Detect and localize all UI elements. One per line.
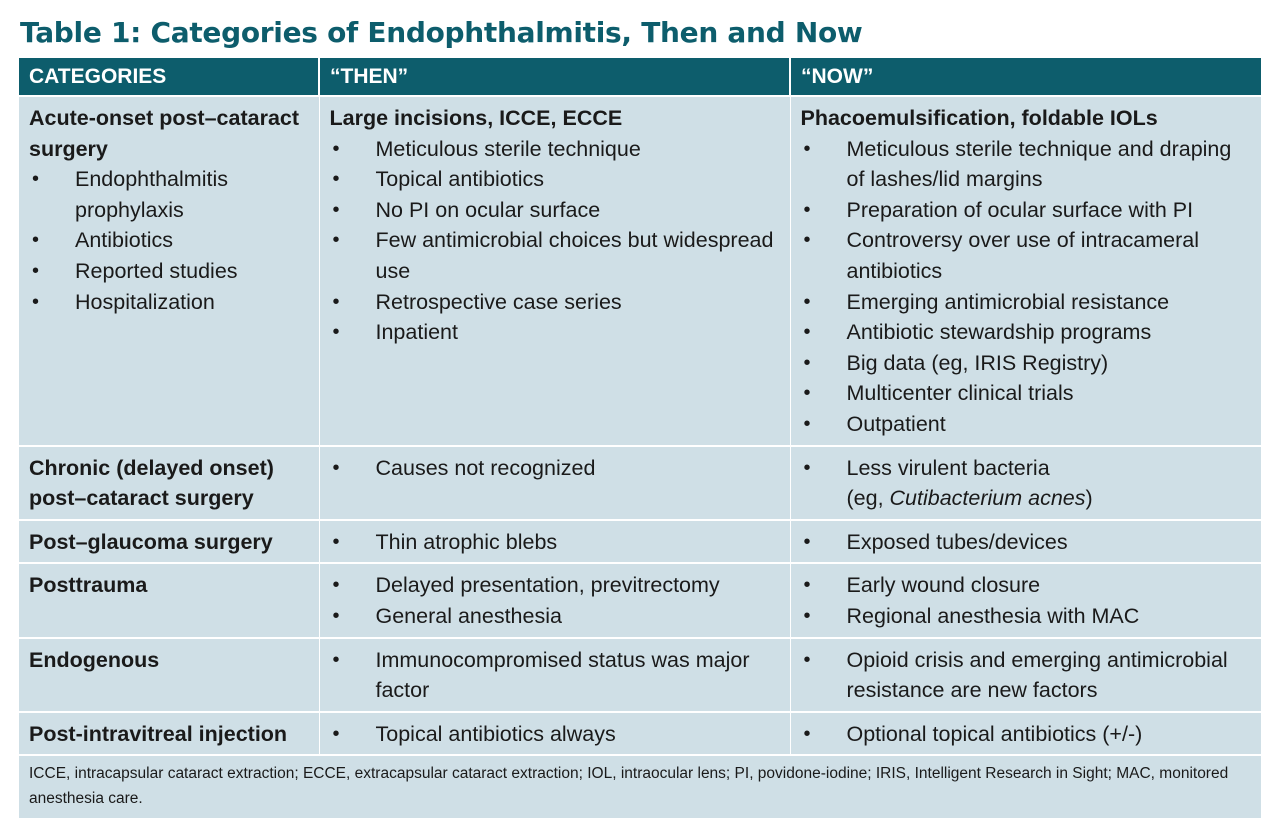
list-item: Topical antibiotics xyxy=(330,164,780,195)
category-cell: Post–glaucoma surgery xyxy=(19,518,319,564)
category-label: Post-intravitreal injection xyxy=(29,721,288,746)
list-item: Endophthalmitis prophylaxis xyxy=(29,164,309,225)
list-item-prefix: (eg, xyxy=(846,486,890,511)
list-item: General anesthesia xyxy=(330,601,780,632)
category-cell: Posttrauma xyxy=(19,562,319,638)
list-item: Retrospective case series xyxy=(330,287,780,318)
category-cell: Chronic (delayed onset) post–cataract su… xyxy=(19,444,319,520)
then-cell: Causes not recognized xyxy=(318,444,790,520)
list-item: No PI on ocular surface xyxy=(330,195,780,226)
header-row: CATEGORIES “THEN” “NOW” xyxy=(19,58,1261,96)
list-item: Exposed tubes/devices xyxy=(801,527,1252,558)
list-item: Early wound closure xyxy=(801,570,1252,601)
category-list: Endophthalmitis prophylaxis Antibiotics … xyxy=(29,164,309,317)
list-item: Antibiotics xyxy=(29,225,309,256)
list-item: Meticulous sterile technique and draping… xyxy=(801,134,1252,195)
category-label: Post–glaucoma surgery xyxy=(29,529,273,554)
list-item-suffix: ) xyxy=(1085,486,1093,511)
now-heading: Phacoemulsification, foldable IOLs xyxy=(800,106,1158,130)
then-cell: Large incisions, ICCE, ECCE Meticulous s… xyxy=(318,95,790,446)
list-item: Big data (eg, IRIS Registry) xyxy=(801,348,1252,379)
endophthalmitis-table: CATEGORIES “THEN” “NOW” Acute-onset post… xyxy=(19,58,1261,818)
table-row: Acute-onset post–cataract surgery Endoph… xyxy=(19,95,1261,446)
list-item: Antibiotic stewardship programs xyxy=(801,317,1252,348)
now-list: Optional topical antibiotics (+/-) xyxy=(801,719,1252,750)
category-cell: Post-intravitreal injection xyxy=(19,710,319,756)
list-item: Thin atrophic blebs xyxy=(330,527,780,558)
list-item: Immunocompromised status was major facto… xyxy=(330,645,780,706)
category-label: Acute-onset post–cataract surgery xyxy=(29,106,300,161)
list-item: Few antimicrobial choices but widespread… xyxy=(330,225,780,286)
list-item: Controversy over use of intracameral ant… xyxy=(801,225,1252,286)
table-row: Chronic (delayed onset) post–cataract su… xyxy=(19,444,1261,520)
now-list: Early wound closure Regional anesthesia … xyxy=(801,570,1252,631)
now-list: Less virulent bacteria (eg, Cutibacterium… xyxy=(801,453,1252,514)
column-header-then: “THEN” xyxy=(318,58,790,96)
then-list: Topical antibiotics always xyxy=(330,719,780,750)
category-cell: Acute-onset post–cataract surgery Endoph… xyxy=(19,95,319,446)
now-list: Exposed tubes/devices xyxy=(801,527,1252,558)
then-cell: Immunocompromised status was major facto… xyxy=(318,636,790,712)
footnote: ICCE, intracapsular cataract extraction;… xyxy=(19,754,1261,818)
list-item: Meticulous sterile technique xyxy=(330,134,780,165)
now-cell: Less virulent bacteria (eg, Cutibacterium… xyxy=(789,444,1261,520)
bacteria-name: Cutibacterium acnes xyxy=(889,486,1086,511)
column-header-now: “NOW” xyxy=(789,58,1261,96)
now-cell: Phacoemulsification, foldable IOLs Metic… xyxy=(789,95,1261,446)
now-cell: Early wound closure Regional anesthesia … xyxy=(789,562,1261,638)
then-cell: Delayed presentation, previtrectomy Gene… xyxy=(318,562,790,638)
list-item: Inpatient xyxy=(330,317,780,348)
now-cell: Exposed tubes/devices xyxy=(789,518,1261,564)
category-label: Endogenous xyxy=(29,647,160,672)
list-item: Less virulent bacteria (eg, Cutibacterium… xyxy=(801,453,1252,514)
then-list: Causes not recognized xyxy=(330,453,780,484)
then-heading: Large incisions, ICCE, ECCE xyxy=(329,106,623,130)
list-item: Causes not recognized xyxy=(330,453,780,484)
column-header-categories: CATEGORIES xyxy=(19,58,319,96)
table-row: Endogenous Immunocompromised status was … xyxy=(19,636,1261,712)
category-label: Chronic (delayed onset) post–cataract su… xyxy=(29,455,274,511)
now-list: Meticulous sterile technique and draping… xyxy=(801,134,1252,440)
then-cell: Topical antibiotics always xyxy=(318,710,790,756)
now-list: Opioid crisis and emerging antimicrobial… xyxy=(801,645,1252,706)
list-item: Preparation of ocular surface with PI xyxy=(801,195,1252,226)
then-list: Meticulous sterile technique Topical ant… xyxy=(330,134,780,348)
list-item: Reported studies xyxy=(29,256,309,287)
list-item: Outpatient xyxy=(801,409,1252,440)
list-item: Emerging antimicrobial resistance xyxy=(801,287,1252,318)
list-item: Multicenter clinical trials xyxy=(801,378,1252,409)
list-item: Hospitalization xyxy=(29,287,309,318)
footnote-row: ICCE, intracapsular cataract extraction;… xyxy=(19,754,1261,818)
list-item: Delayed presentation, previtrectomy xyxy=(330,570,780,601)
table-row: Posttrauma Delayed presentation, previtr… xyxy=(19,562,1261,638)
list-item: Opioid crisis and emerging antimicrobial… xyxy=(801,645,1252,706)
table-row: Post-intravitreal injection Topical anti… xyxy=(19,710,1261,756)
list-item: Optional topical antibiotics (+/-) xyxy=(801,719,1252,750)
list-item: Topical antibiotics always xyxy=(330,719,780,750)
then-list: Immunocompromised status was major facto… xyxy=(330,645,780,706)
category-cell: Endogenous xyxy=(19,636,319,712)
then-list: Delayed presentation, previtrectomy Gene… xyxy=(330,570,780,631)
table-row: Post–glaucoma surgery Thin atrophic bleb… xyxy=(19,518,1261,564)
list-item: Regional anesthesia with MAC xyxy=(801,601,1252,632)
category-label: Posttrauma xyxy=(29,573,148,598)
then-list: Thin atrophic blebs xyxy=(330,527,780,558)
now-cell: Opioid crisis and emerging antimicrobial… xyxy=(789,636,1261,712)
list-item-text: Less virulent bacteria xyxy=(846,455,1050,480)
now-cell: Optional topical antibiotics (+/-) xyxy=(789,710,1261,756)
table-title: Table 1: Categories of Endophthalmitis, … xyxy=(20,16,863,49)
then-cell: Thin atrophic blebs xyxy=(318,518,790,564)
